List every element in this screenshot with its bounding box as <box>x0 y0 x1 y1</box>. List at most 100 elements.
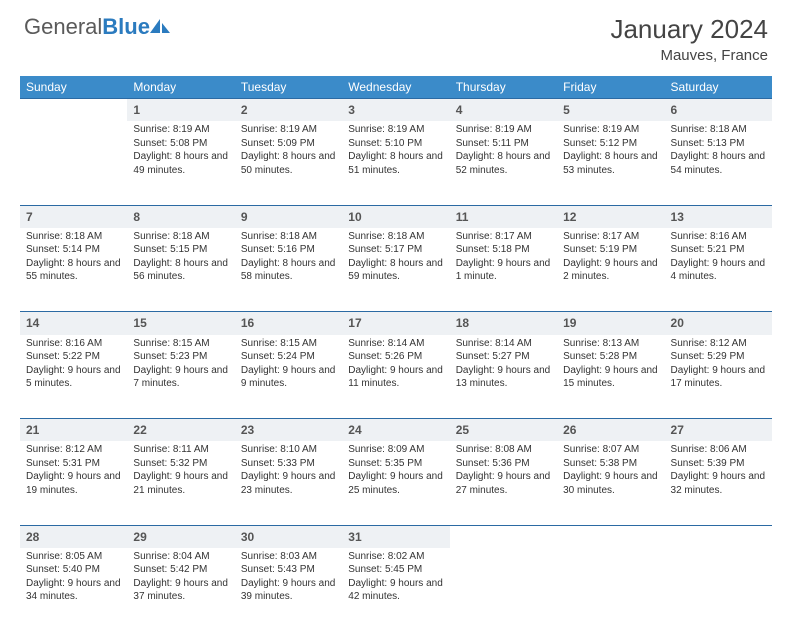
sunrise-text: Sunrise: 8:17 AM <box>563 230 658 244</box>
day-cell: Sunrise: 8:04 AMSunset: 5:42 PMDaylight:… <box>127 548 234 632</box>
sunset-text: Sunset: 5:14 PM <box>26 243 121 257</box>
day-number: 17 <box>342 312 449 335</box>
day-cell: Sunrise: 8:19 AMSunset: 5:09 PMDaylight:… <box>235 121 342 205</box>
sunrise-text: Sunrise: 8:07 AM <box>563 443 658 457</box>
sunset-text: Sunset: 5:38 PM <box>563 457 658 471</box>
day-number-row: 123456 <box>20 99 772 122</box>
daylight-text: Daylight: 8 hours and 51 minutes. <box>348 150 443 177</box>
sunset-text: Sunset: 5:26 PM <box>348 350 443 364</box>
day-number: 16 <box>235 312 342 335</box>
day-content-row: Sunrise: 8:18 AMSunset: 5:14 PMDaylight:… <box>20 228 772 312</box>
daylight-text: Daylight: 9 hours and 1 minute. <box>456 257 551 284</box>
sunset-text: Sunset: 5:16 PM <box>241 243 336 257</box>
daylight-text: Daylight: 9 hours and 13 minutes. <box>456 364 551 391</box>
day-number: 30 <box>235 525 342 548</box>
sunrise-text: Sunrise: 8:18 AM <box>26 230 121 244</box>
sunset-text: Sunset: 5:21 PM <box>671 243 766 257</box>
sunrise-text: Sunrise: 8:17 AM <box>456 230 551 244</box>
day-cell: Sunrise: 8:17 AMSunset: 5:18 PMDaylight:… <box>450 228 557 312</box>
sunset-text: Sunset: 5:27 PM <box>456 350 551 364</box>
daylight-text: Daylight: 8 hours and 53 minutes. <box>563 150 658 177</box>
day-cell: Sunrise: 8:18 AMSunset: 5:14 PMDaylight:… <box>20 228 127 312</box>
sunset-text: Sunset: 5:39 PM <box>671 457 766 471</box>
logo-triangle-icon <box>150 19 160 33</box>
calendar-table: SundayMondayTuesdayWednesdayThursdayFrid… <box>20 76 772 632</box>
sunset-text: Sunset: 5:22 PM <box>26 350 121 364</box>
sunset-text: Sunset: 5:23 PM <box>133 350 228 364</box>
sunrise-text: Sunrise: 8:02 AM <box>348 550 443 564</box>
sunrise-text: Sunrise: 8:14 AM <box>456 337 551 351</box>
day-header: Friday <box>557 76 664 99</box>
sunset-text: Sunset: 5:18 PM <box>456 243 551 257</box>
day-number: 26 <box>557 419 664 442</box>
sunrise-text: Sunrise: 8:19 AM <box>241 123 336 137</box>
daylight-text: Daylight: 9 hours and 25 minutes. <box>348 470 443 497</box>
sunset-text: Sunset: 5:43 PM <box>241 563 336 577</box>
day-number: 18 <box>450 312 557 335</box>
logo-part1: General <box>24 14 102 39</box>
sunrise-text: Sunrise: 8:19 AM <box>133 123 228 137</box>
sunset-text: Sunset: 5:28 PM <box>563 350 658 364</box>
page-title: January 2024 <box>610 14 768 45</box>
day-number: 19 <box>557 312 664 335</box>
day-number: 10 <box>342 205 449 228</box>
day-content-row: Sunrise: 8:05 AMSunset: 5:40 PMDaylight:… <box>20 548 772 632</box>
sunrise-text: Sunrise: 8:14 AM <box>348 337 443 351</box>
sunrise-text: Sunrise: 8:12 AM <box>671 337 766 351</box>
sunrise-text: Sunrise: 8:19 AM <box>456 123 551 137</box>
daylight-text: Daylight: 9 hours and 21 minutes. <box>133 470 228 497</box>
day-cell: Sunrise: 8:05 AMSunset: 5:40 PMDaylight:… <box>20 548 127 632</box>
empty-day <box>450 525 557 548</box>
day-header: Tuesday <box>235 76 342 99</box>
daylight-text: Daylight: 8 hours and 52 minutes. <box>456 150 551 177</box>
day-number: 27 <box>665 419 772 442</box>
day-number: 15 <box>127 312 234 335</box>
day-header-row: SundayMondayTuesdayWednesdayThursdayFrid… <box>20 76 772 99</box>
sunrise-text: Sunrise: 8:19 AM <box>563 123 658 137</box>
daylight-text: Daylight: 9 hours and 37 minutes. <box>133 577 228 604</box>
day-content-row: Sunrise: 8:12 AMSunset: 5:31 PMDaylight:… <box>20 441 772 525</box>
day-number: 13 <box>665 205 772 228</box>
day-cell: Sunrise: 8:18 AMSunset: 5:13 PMDaylight:… <box>665 121 772 205</box>
sunset-text: Sunset: 5:09 PM <box>241 137 336 151</box>
sunrise-text: Sunrise: 8:06 AM <box>671 443 766 457</box>
empty-cell <box>665 548 772 632</box>
day-cell: Sunrise: 8:02 AMSunset: 5:45 PMDaylight:… <box>342 548 449 632</box>
day-number: 11 <box>450 205 557 228</box>
sunrise-text: Sunrise: 8:16 AM <box>671 230 766 244</box>
day-number: 2 <box>235 99 342 122</box>
sunrise-text: Sunrise: 8:18 AM <box>348 230 443 244</box>
daylight-text: Daylight: 9 hours and 9 minutes. <box>241 364 336 391</box>
sunrise-text: Sunrise: 8:15 AM <box>241 337 336 351</box>
daylight-text: Daylight: 9 hours and 27 minutes. <box>456 470 551 497</box>
day-cell: Sunrise: 8:16 AMSunset: 5:22 PMDaylight:… <box>20 335 127 419</box>
day-cell: Sunrise: 8:07 AMSunset: 5:38 PMDaylight:… <box>557 441 664 525</box>
day-number: 3 <box>342 99 449 122</box>
day-number: 7 <box>20 205 127 228</box>
day-header: Wednesday <box>342 76 449 99</box>
sunrise-text: Sunrise: 8:19 AM <box>348 123 443 137</box>
sunset-text: Sunset: 5:40 PM <box>26 563 121 577</box>
logo-triangle2-icon <box>162 23 170 33</box>
sunrise-text: Sunrise: 8:16 AM <box>26 337 121 351</box>
title-block: January 2024 Mauves, France <box>610 14 768 64</box>
sunset-text: Sunset: 5:08 PM <box>133 137 228 151</box>
header: GeneralBlue January 2024 Mauves, France <box>0 0 792 70</box>
day-number: 23 <box>235 419 342 442</box>
daylight-text: Daylight: 8 hours and 58 minutes. <box>241 257 336 284</box>
day-cell: Sunrise: 8:19 AMSunset: 5:11 PMDaylight:… <box>450 121 557 205</box>
logo-part2: Blue <box>102 14 150 39</box>
day-number: 22 <box>127 419 234 442</box>
day-cell: Sunrise: 8:19 AMSunset: 5:10 PMDaylight:… <box>342 121 449 205</box>
sunrise-text: Sunrise: 8:18 AM <box>241 230 336 244</box>
daylight-text: Daylight: 9 hours and 4 minutes. <box>671 257 766 284</box>
sunset-text: Sunset: 5:33 PM <box>241 457 336 471</box>
day-number: 1 <box>127 99 234 122</box>
sunset-text: Sunset: 5:15 PM <box>133 243 228 257</box>
daylight-text: Daylight: 8 hours and 49 minutes. <box>133 150 228 177</box>
sunset-text: Sunset: 5:42 PM <box>133 563 228 577</box>
sunset-text: Sunset: 5:13 PM <box>671 137 766 151</box>
sunset-text: Sunset: 5:11 PM <box>456 137 551 151</box>
day-cell: Sunrise: 8:09 AMSunset: 5:35 PMDaylight:… <box>342 441 449 525</box>
empty-cell <box>20 121 127 205</box>
